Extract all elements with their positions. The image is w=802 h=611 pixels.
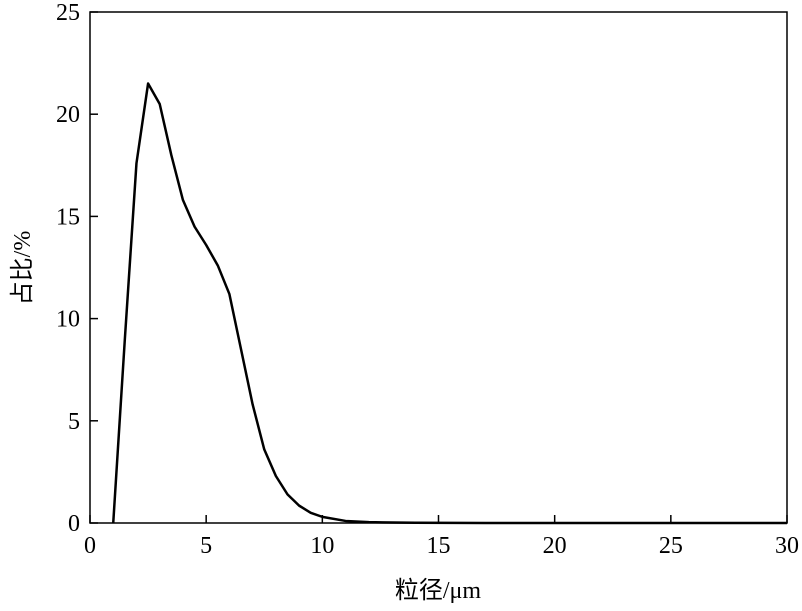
y-axis-label: 占比/% [9,231,36,306]
y-tick-label: 25 [56,0,80,26]
data-line [111,82,787,525]
x-tick-label: 30 [775,533,799,559]
plot-frame [89,11,788,524]
x-tick-label: 10 [310,533,334,559]
x-tick-label: 0 [84,533,96,559]
x-axis-label: 粒径/μm [395,577,482,604]
y-tick-label: 10 [56,307,80,333]
y-tick-label: 20 [56,102,80,128]
x-tick-label: 15 [427,533,451,559]
y-tick-label: 15 [56,204,80,230]
y-tick-label: 0 [68,511,80,537]
x-tick-label: 25 [659,533,683,559]
x-tick-label: 20 [543,533,567,559]
y-tick-label: 5 [68,409,80,435]
x-tick-label: 5 [200,533,212,559]
